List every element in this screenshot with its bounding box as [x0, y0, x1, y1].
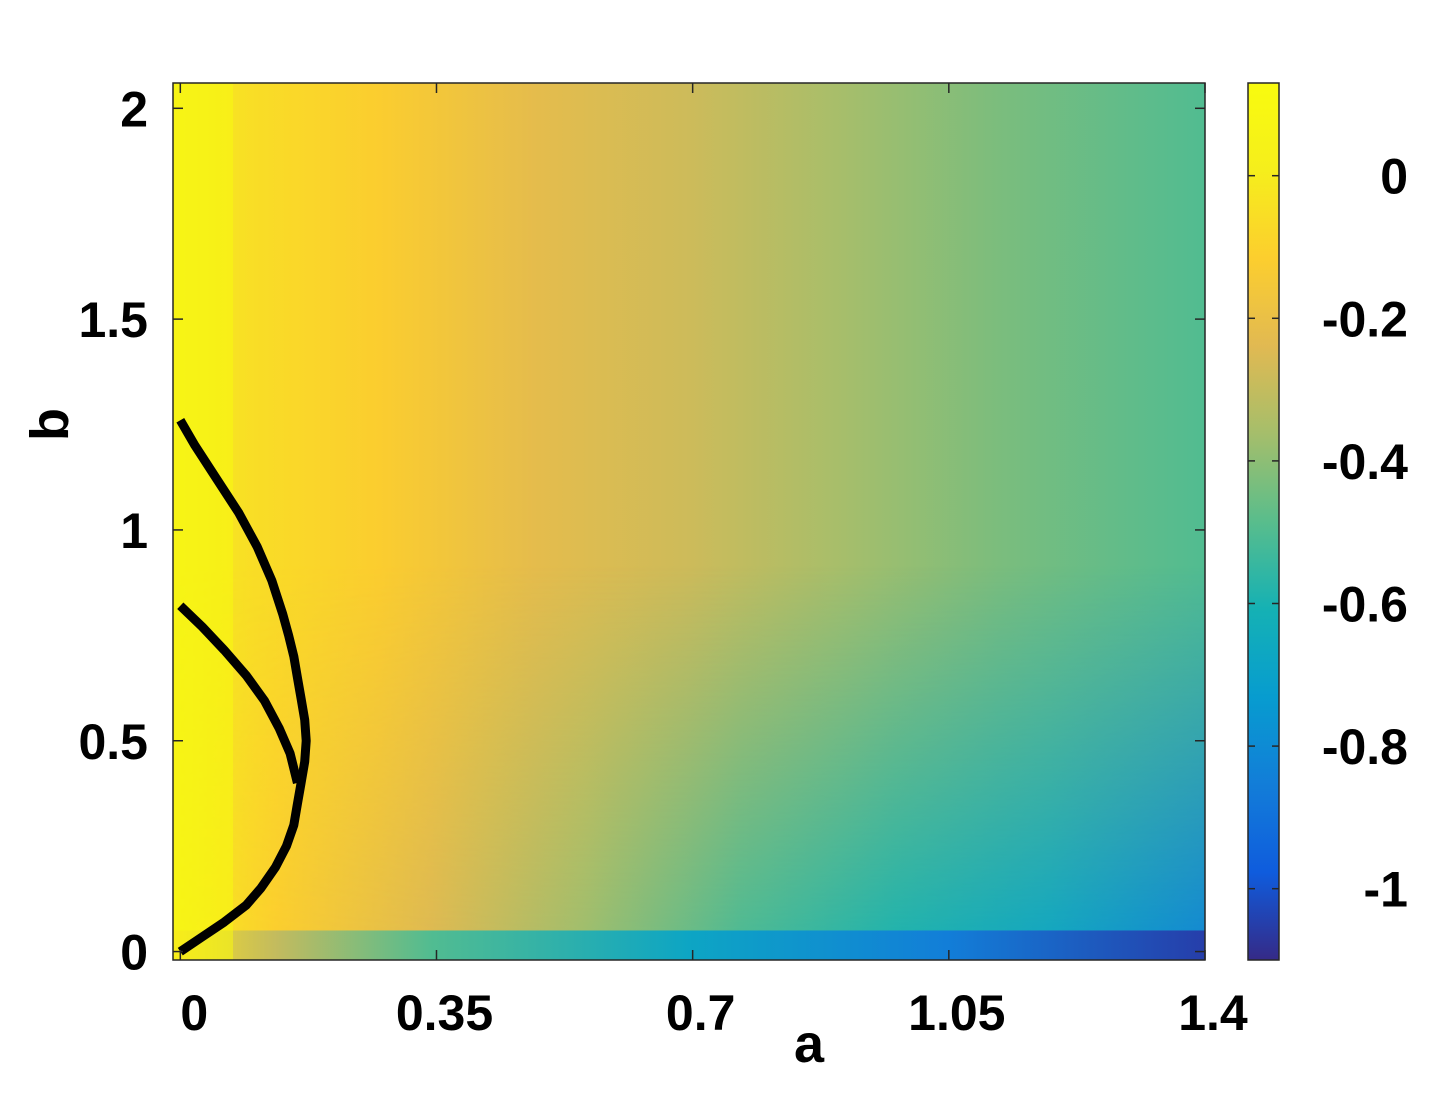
x-tick-label: 1.05 [908, 985, 1005, 1041]
y-tick-label: 0 [120, 925, 148, 981]
curve-1 [176, 418, 311, 956]
heatmap-left-band [173, 83, 233, 960]
colorbar-bar [1247, 82, 1280, 961]
plot-frame [172, 82, 1206, 961]
y-tick-label: 1.5 [78, 292, 148, 348]
curve-2 [177, 602, 302, 784]
heatmap-bottom-region [173, 83, 1205, 960]
y-axis-label: b [20, 408, 80, 441]
colorbar-tick-labels: 0 -0.2 -0.4 -0.6 -0.8 -1 [1322, 149, 1408, 918]
x-axis-label: a [794, 1014, 825, 1074]
heatmap-edge-band [173, 930, 1205, 960]
heatmap [173, 83, 1205, 960]
x-tick-label: 0 [180, 985, 208, 1041]
colorbar-ticks [1248, 174, 1279, 890]
y-tick-label: 0.5 [78, 714, 148, 770]
colorbar-tick-label: -0.6 [1322, 576, 1408, 632]
x-tick-label: 0.35 [396, 985, 493, 1041]
axis-ticks [173, 83, 1206, 960]
y-tick-label: 2 [120, 81, 148, 137]
y-tick-label: 1 [120, 503, 148, 559]
y-tick-labels: 0 0.5 1 1.5 2 [78, 81, 148, 980]
x-tick-label: 1.4 [1178, 985, 1248, 1041]
colorbar-tick-label: -0.2 [1322, 291, 1408, 347]
colorbar-tick-label: 0 [1380, 149, 1408, 205]
colorbar: 0 -0.2 -0.4 -0.6 -0.8 -1 [1247, 82, 1408, 961]
x-tick-labels: 0 0.35 0.7 1.05 1.4 [180, 985, 1248, 1041]
colorbar-tick-label: -1 [1364, 862, 1408, 918]
colorbar-tick-label: -0.4 [1322, 434, 1408, 490]
colorbar-tick-label: -0.8 [1322, 719, 1408, 775]
curves [176, 418, 311, 956]
x-tick-label: 0.7 [666, 985, 736, 1041]
